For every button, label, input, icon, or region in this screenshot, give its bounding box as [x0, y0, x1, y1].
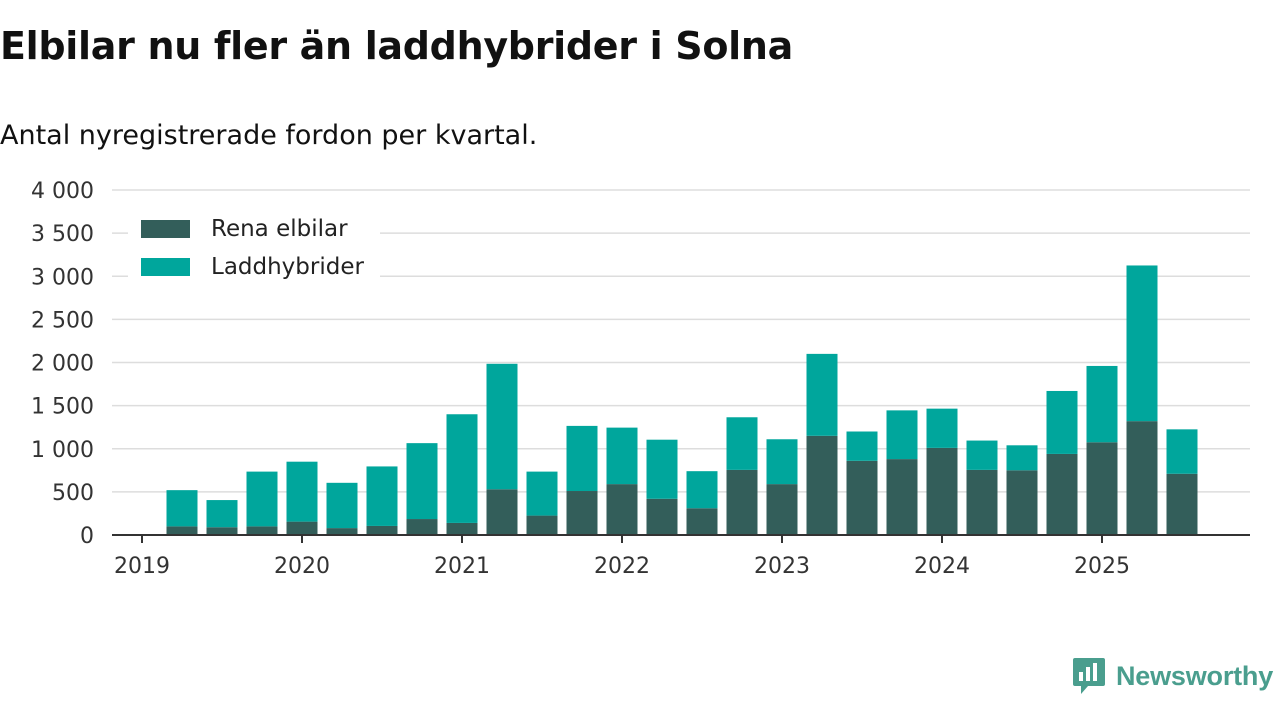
bar-rena-elbilar	[286, 521, 318, 535]
bar-laddhybrider	[686, 471, 718, 509]
y-tick-label: 1 000	[31, 438, 94, 463]
legend: Rena elbilar Laddhybrider	[128, 204, 380, 290]
bar-laddhybrider	[326, 482, 358, 529]
bar-laddhybrider	[886, 410, 918, 460]
y-tick-label: 1 500	[31, 395, 94, 420]
bar-rena-elbilar	[1086, 442, 1118, 535]
bar-laddhybrider	[206, 500, 238, 528]
bar-laddhybrider	[846, 431, 878, 461]
bar-rena-elbilar	[486, 489, 518, 535]
bar-rena-elbilar	[646, 498, 678, 535]
x-tick-label: 2025	[1074, 554, 1130, 579]
bar-laddhybrider	[526, 471, 558, 516]
chart-subtitle: Antal nyregistrerade fordon per kvartal.	[0, 120, 538, 151]
legend-swatch	[141, 220, 190, 238]
brand: Newsworthy	[1072, 656, 1273, 696]
bar-laddhybrider	[926, 408, 958, 448]
bar-rena-elbilar	[366, 525, 398, 535]
bar-rena-elbilar	[726, 469, 758, 535]
bar-laddhybrider	[766, 439, 798, 485]
bar-laddhybrider	[406, 443, 438, 520]
legend-swatch	[141, 258, 190, 276]
bar-rena-elbilar	[846, 460, 878, 535]
legend-label: Rena elbilar	[211, 216, 348, 242]
bar-laddhybrider	[1046, 390, 1078, 454]
bar-laddhybrider	[646, 439, 678, 499]
bars	[166, 265, 1198, 535]
chart-title: Elbilar nu fler än laddhybrider i Solna	[0, 24, 793, 68]
newsworthy-logo-icon	[1073, 658, 1105, 694]
bar-rena-elbilar	[686, 508, 718, 535]
y-tick-label: 3 000	[31, 265, 94, 290]
y-tick-label: 0	[80, 524, 94, 549]
bar-laddhybrider	[1006, 445, 1038, 471]
bar-laddhybrider	[166, 490, 198, 527]
bar-rena-elbilar	[606, 484, 638, 535]
bar-rena-elbilar	[166, 526, 198, 535]
bar-rena-elbilar	[326, 528, 358, 535]
y-tick-label: 4 000	[31, 179, 94, 204]
legend-label: Laddhybrider	[211, 254, 364, 280]
bar-rena-elbilar	[1166, 473, 1198, 535]
y-tick-label: 500	[52, 481, 94, 506]
y-tick-label: 2 000	[31, 352, 94, 377]
bar-laddhybrider	[486, 363, 518, 490]
x-tick-label: 2022	[594, 554, 650, 579]
x-tick-label: 2024	[914, 554, 970, 579]
bar-laddhybrider	[966, 440, 998, 470]
bar-rena-elbilar	[566, 491, 598, 535]
bar-rena-elbilar	[1126, 421, 1158, 535]
bar-rena-elbilar	[206, 527, 238, 535]
bar-rena-elbilar	[926, 447, 958, 535]
brand-name: Newsworthy	[1116, 660, 1274, 691]
bar-rena-elbilar	[246, 526, 278, 535]
bar-rena-elbilar	[806, 435, 838, 535]
bar-rena-elbilar	[1046, 453, 1078, 535]
bar-laddhybrider	[1086, 365, 1118, 443]
bar-rena-elbilar	[406, 519, 438, 535]
x-axis: 2019 2020 2021 2022 2023 2024 2025	[112, 534, 1250, 579]
bar-laddhybrider	[366, 466, 398, 526]
bar-rena-elbilar	[886, 459, 918, 535]
x-tick-label: 2020	[274, 554, 330, 579]
bar-laddhybrider	[606, 427, 638, 485]
x-tick-label: 2023	[754, 554, 810, 579]
y-tick-label: 2 500	[31, 308, 94, 333]
bar-rena-elbilar	[966, 469, 998, 535]
bar-laddhybrider	[1126, 265, 1158, 422]
bar-laddhybrider	[286, 461, 318, 522]
bar-rena-elbilar	[1006, 470, 1038, 535]
bar-rena-elbilar	[766, 484, 798, 535]
y-tick-label: 3 500	[31, 222, 94, 247]
bar-rena-elbilar	[446, 522, 478, 535]
bar-rena-elbilar	[526, 515, 558, 535]
bar-laddhybrider	[806, 353, 838, 436]
bar-laddhybrider	[566, 425, 598, 492]
bar-laddhybrider	[446, 414, 478, 523]
x-tick-label: 2019	[114, 554, 170, 579]
x-tick-label: 2021	[434, 554, 490, 579]
bar-laddhybrider	[726, 417, 758, 470]
bar-laddhybrider	[1166, 429, 1198, 474]
bar-laddhybrider	[246, 471, 278, 527]
